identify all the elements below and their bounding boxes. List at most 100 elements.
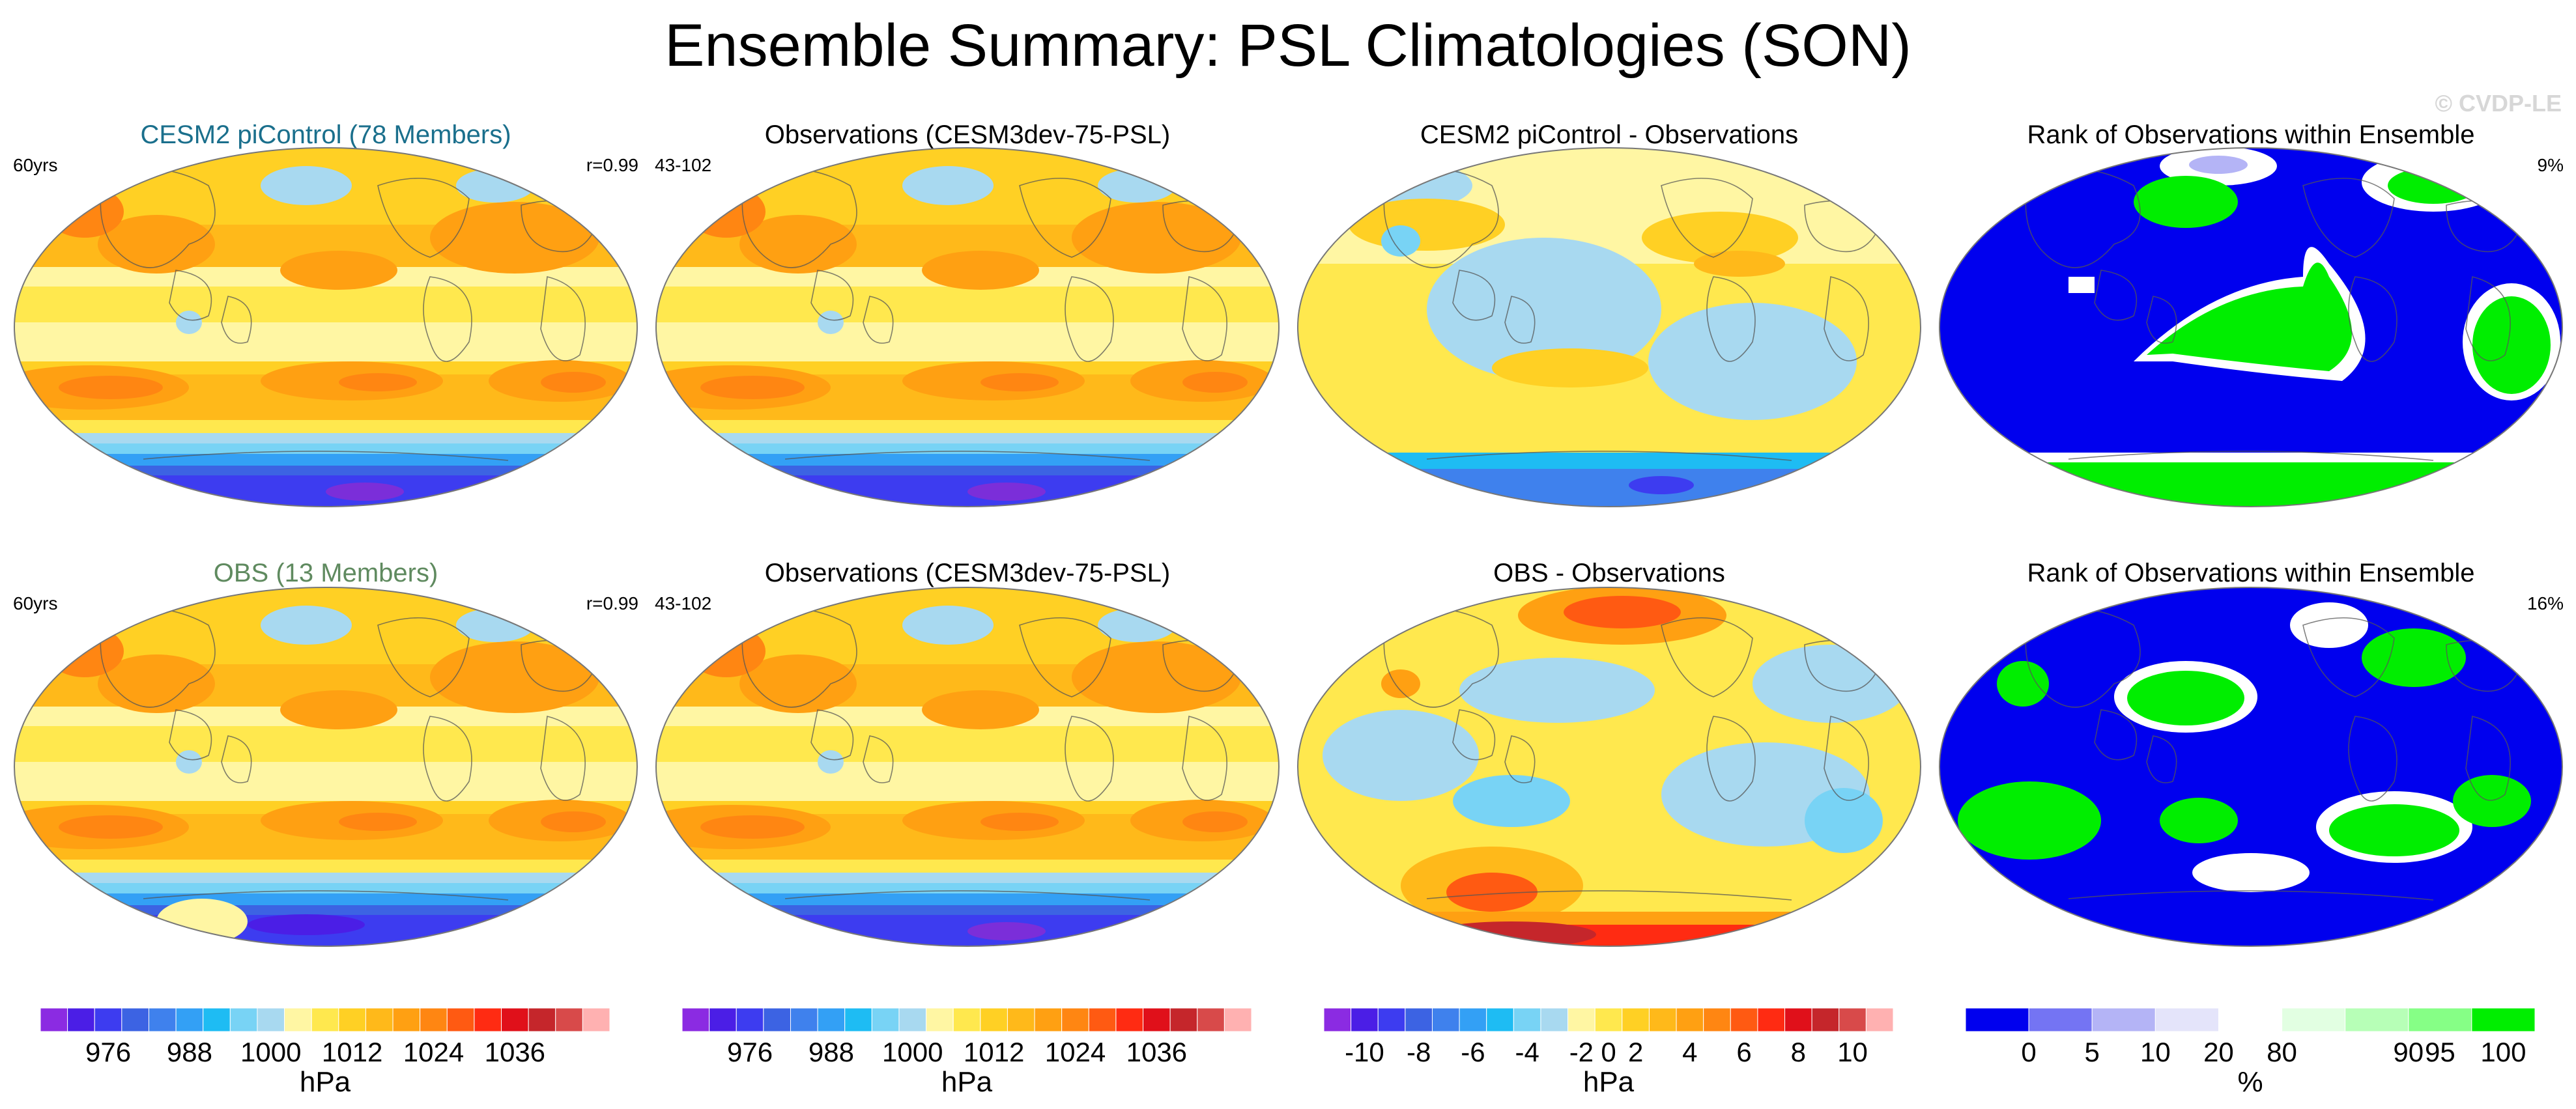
colorbar-tick-label: 1036	[485, 1037, 545, 1067]
colorbar-tick-label: 6	[1736, 1037, 1751, 1067]
colorbar: -10 -8 -6 -4 -2 0 2 4 6 8 10 hPa	[1323, 1007, 1894, 1098]
map-outline	[1939, 147, 2563, 507]
panel-title: CESM2 piControl - Observations	[1420, 120, 1799, 149]
colorbar-tick-label: 1024	[1045, 1037, 1106, 1067]
colorbar-swatch	[1513, 1007, 1541, 1032]
colorbar-unit: hPa	[1583, 1066, 1635, 1098]
colorbar-swatch	[1784, 1007, 1812, 1032]
colorbar-tick-label: 8	[1791, 1037, 1806, 1067]
colorbar-swatch	[763, 1007, 791, 1032]
colorbar-tick-label: -4	[1515, 1037, 1539, 1067]
colorbar-swatch	[2345, 1007, 2409, 1032]
colorbar-swatch	[67, 1007, 95, 1032]
colorbar-swatch	[1351, 1007, 1379, 1032]
colorbar-swatch	[1965, 1007, 2029, 1032]
panel-title: Rank of Observations within Ensemble	[2027, 559, 2475, 587]
colorbar-swatch	[2028, 1007, 2093, 1032]
panel-title: Rank of Observations within Ensemble	[2027, 120, 2475, 149]
map-outline	[1297, 587, 1921, 947]
colorbar-tick-label: 0	[1601, 1037, 1616, 1067]
colorbar-tick-label: 2	[1628, 1037, 1643, 1067]
map-outline	[655, 587, 1280, 947]
colorbar-swatch	[501, 1007, 529, 1032]
colorbar: 976 988 1000 1012 1024 1036 hPa	[681, 1007, 1252, 1098]
colorbar-swatch	[1676, 1007, 1704, 1032]
colorbar-swatch	[1648, 1007, 1677, 1032]
colorbar-swatch	[1007, 1007, 1035, 1032]
colorbar-swatch	[681, 1007, 710, 1032]
colorbar-swatch	[926, 1007, 954, 1032]
map-climo	[655, 587, 1280, 947]
colorbar-tick-label: 1012	[322, 1037, 382, 1067]
colorbar-swatch	[2282, 1007, 2346, 1032]
colorbar-tick-label: 1012	[964, 1037, 1024, 1067]
colorbar-swatch	[175, 1007, 204, 1032]
colorbar-swatch	[1730, 1007, 1758, 1032]
colorbar-swatch	[148, 1007, 177, 1032]
map-rank2	[1939, 587, 2563, 947]
colorbar-swatch	[1622, 1007, 1650, 1032]
map-diff2	[1297, 587, 1921, 947]
colorbar-tick-label: 80	[2267, 1037, 2297, 1067]
colorbar-tick-label: 1000	[240, 1037, 301, 1067]
colorbar-swatch	[736, 1007, 764, 1032]
page-title: Ensemble Summary: PSL Climatologies (SON…	[665, 12, 1911, 79]
colorbar-swatch	[40, 1007, 68, 1032]
colorbar-swatch	[2154, 1007, 2219, 1032]
colorbar-swatch	[709, 1007, 737, 1032]
colorbar-swatch	[1839, 1007, 1867, 1032]
panel-title: Observations (CESM3dev-75-PSL)	[764, 559, 1171, 587]
colorbar-swatch	[365, 1007, 394, 1032]
colorbar-swatch	[420, 1007, 448, 1032]
panel-title: Observations (CESM3dev-75-PSL)	[764, 120, 1171, 149]
colorbar-tick-label: 10	[2140, 1037, 2171, 1067]
colorbar-swatch	[2471, 1007, 2536, 1032]
colorbar-tick-label: -2	[1569, 1037, 1594, 1067]
colorbar-swatch	[1431, 1007, 1460, 1032]
map-outline	[655, 147, 1280, 507]
colorbar-swatch	[528, 1007, 556, 1032]
map-climo	[14, 147, 638, 507]
colorbar-swatch	[1323, 1007, 1352, 1032]
colorbar-swatch	[1567, 1007, 1596, 1032]
colorbar-swatch	[1224, 1007, 1252, 1032]
colorbar-swatch	[1197, 1007, 1225, 1032]
map-diff1	[1297, 147, 1921, 507]
colorbar-tick-label: -6	[1461, 1037, 1485, 1067]
colorbar-swatch	[898, 1007, 927, 1032]
map-outline	[14, 147, 638, 507]
colorbar-swatch	[257, 1007, 285, 1032]
map-outline	[14, 587, 638, 947]
colorbar-swatch	[790, 1007, 818, 1032]
colorbar-tick-label: 95	[2425, 1037, 2455, 1067]
colorbar-swatch	[284, 1007, 312, 1032]
colorbar-swatch	[311, 1007, 339, 1032]
colorbar-swatch	[1757, 1007, 1786, 1032]
colorbar-tick-label: 1024	[403, 1037, 464, 1067]
colorbar-tick-label: -8	[1407, 1037, 1431, 1067]
colorbar-tick-label: 976	[85, 1037, 131, 1067]
colorbar-tick-label: 5	[2085, 1037, 2100, 1067]
map-rank1	[1939, 147, 2563, 507]
watermark: © CVDP-LE	[2435, 90, 2562, 117]
colorbar-tick-label: 0	[2021, 1037, 2036, 1067]
colorbar-swatch	[1377, 1007, 1406, 1032]
colorbar-swatch	[229, 1007, 258, 1032]
colorbar-swatch	[203, 1007, 231, 1032]
colorbar-tick-label: 20	[2203, 1037, 2234, 1067]
panel-right-label: r=0.99	[586, 155, 638, 175]
colorbar-swatch	[2091, 1007, 2156, 1032]
colorbar-swatch	[844, 1007, 872, 1032]
panel-right-label: 16%	[2526, 593, 2564, 613]
map-outline	[1297, 147, 1921, 507]
colorbar-swatch	[1486, 1007, 1514, 1032]
panel-right-label: 9%	[2537, 155, 2564, 175]
colorbar-swatch	[817, 1007, 846, 1032]
colorbar-swatch	[121, 1007, 149, 1032]
map-climo2	[14, 587, 638, 947]
colorbar-swatch	[446, 1007, 475, 1032]
colorbar-swatch	[871, 1007, 900, 1032]
colorbar-swatch	[1865, 1007, 1894, 1032]
colorbar-swatch	[2218, 1007, 2283, 1032]
colorbar-tick-label: 10	[1837, 1037, 1868, 1067]
